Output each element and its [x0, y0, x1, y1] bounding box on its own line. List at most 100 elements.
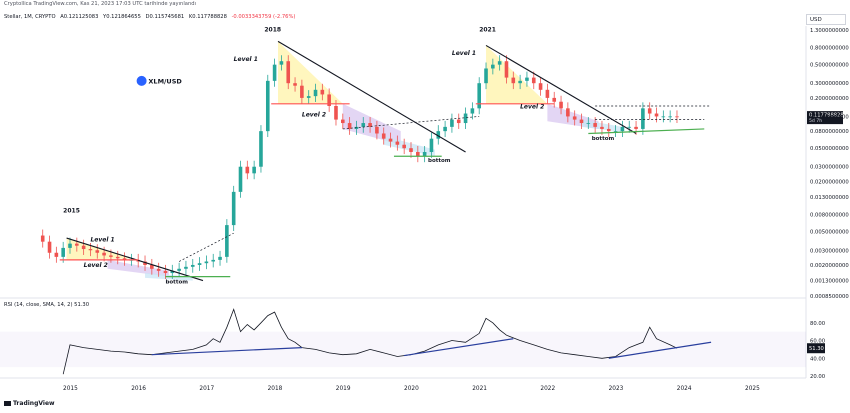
candle-body [477, 83, 481, 109]
candle-body [381, 133, 386, 139]
tradingview-logo[interactable]: TradingView [4, 400, 55, 407]
candle-body [668, 116, 672, 118]
price-tick-label: 0.0008500000 [810, 294, 849, 300]
candle-body [190, 264, 195, 267]
candle-body [600, 126, 604, 129]
candle-body [313, 89, 318, 97]
bottom-label-2018: bottom [428, 158, 451, 164]
candle-body [293, 83, 297, 86]
candle-body [334, 105, 338, 120]
price-tick-label: 0.0050000000 [810, 230, 849, 236]
candle-body [409, 148, 413, 153]
candle-body [238, 166, 243, 192]
time-tick-label: 2023 [609, 386, 624, 392]
candle-body [606, 128, 611, 132]
candle-body [306, 96, 311, 98]
candle-body [156, 268, 161, 271]
xlm-coin-icon [136, 75, 147, 86]
candle-body [252, 166, 256, 174]
rsi-tick-label: 60.00 [810, 339, 826, 345]
time-axis[interactable]: 2015 2016 2017 2018 2019 2020 2021 2022 2023 2024… [63, 386, 760, 392]
symbol-name[interactable]: Stellar, 1M, CRYPTO [4, 14, 56, 20]
price-tick-label: 0.3000000000 [810, 81, 849, 87]
candle-body [504, 61, 509, 78]
price-tick-label: 0.0013000000 [810, 279, 849, 285]
time-tick-label: 2025 [745, 386, 760, 392]
candle-body [211, 259, 216, 262]
price-axis[interactable]: 1.3000000000 0.8000000000 0.5000000000 0.30… [810, 28, 849, 300]
candle-body [320, 89, 325, 95]
candle-body [75, 243, 79, 246]
time-tick-label: 2015 [63, 386, 78, 392]
rsi-value-badge [807, 343, 825, 354]
rsi-tick-label: 20.00 [810, 374, 826, 380]
price-tick-label: 0.0800000000 [810, 129, 849, 135]
green-level-2021 [588, 128, 705, 135]
candle-body [109, 255, 113, 257]
candle-body [341, 119, 345, 124]
time-tick-label: 2022 [540, 386, 555, 392]
candle-body [531, 77, 536, 84]
price-tick-label: 0.0030000000 [810, 248, 849, 254]
candle-body [88, 249, 93, 251]
candle-body [279, 61, 284, 65]
candle-body [429, 138, 434, 153]
change-value: -0.0033343759 (-2.76%) [231, 14, 296, 20]
candle-body [634, 126, 638, 129]
level2-label-2015: Level 2 [84, 262, 108, 269]
candle-body [95, 250, 100, 253]
candle-body [661, 116, 666, 118]
candle-body [300, 85, 304, 98]
candle-body [497, 61, 502, 65]
candle-body [150, 264, 154, 269]
price-tick-label: 0.0080000000 [810, 213, 849, 219]
bottom-label-2015: bottom [165, 279, 188, 285]
candle-body [54, 252, 59, 257]
candle-body [586, 123, 591, 124]
candle-body [225, 225, 229, 257]
time-tick-label: 2016 [131, 386, 146, 392]
candle-body [68, 243, 72, 248]
level2-label-2018: Level 2 [302, 111, 326, 118]
publish-caption: Cryptollica TradingView.com, Kas 21, 202… [4, 1, 196, 7]
level1-zone-2021 [486, 45, 548, 104]
level1-zone-2018 [278, 41, 343, 104]
current-price-badge [807, 111, 843, 125]
candle-body [641, 108, 645, 129]
candle-body [143, 261, 147, 265]
downtrend-line-2018 [277, 40, 466, 153]
high-value: Y0.121864655 [103, 14, 141, 20]
level2-label-2021: Level 2 [520, 103, 544, 110]
candle-body [456, 119, 461, 124]
candle-body [388, 138, 393, 142]
currency-badge[interactable]: USD [806, 14, 846, 25]
candle-body [231, 191, 236, 226]
level1-label-2015: Level 1 [90, 237, 114, 244]
pair-label: XLM/USD [148, 77, 182, 85]
price-tick-label: 1.3000000000 [810, 28, 849, 34]
downtrend-line-2021 [485, 44, 637, 134]
candle-body [170, 270, 175, 274]
candle-body [197, 263, 202, 265]
candle-body [163, 270, 168, 274]
candle-body [416, 152, 420, 157]
candle-body [40, 235, 45, 242]
rsi-band [0, 331, 806, 368]
candle-body [286, 61, 291, 84]
candlestick-series [40, 55, 679, 279]
time-tick-label: 2017 [199, 386, 214, 392]
candle-body [491, 64, 495, 69]
candle-body [647, 108, 652, 114]
year-label-2018: 2018 [264, 26, 281, 33]
candle-body [436, 131, 441, 139]
annotation-labels: 2015 2018 2021 Level 1 Level 2 bottom Level 1 L… [63, 26, 614, 285]
year-label-2021: 2021 [479, 26, 496, 33]
candle-body [545, 89, 550, 98]
candle-body [552, 97, 557, 102]
candle-body [620, 126, 625, 132]
rsi-legend[interactable]: RSI (14, close, SMA, 14, 2) 51.30 [4, 302, 89, 308]
price-tick-label: 0.0200000000 [810, 179, 849, 185]
candle-body [184, 266, 188, 269]
